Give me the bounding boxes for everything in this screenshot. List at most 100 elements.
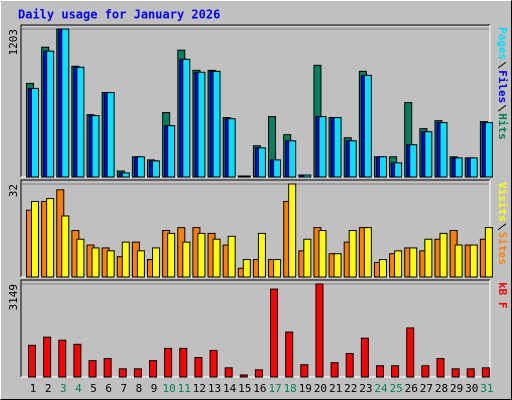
bar [164, 347, 173, 378]
bar [227, 235, 236, 278]
bar [61, 28, 70, 178]
legend-label: Visits [496, 182, 509, 222]
bar [378, 259, 387, 278]
bar [330, 362, 339, 378]
bar [333, 253, 342, 278]
bar [348, 230, 357, 278]
x-tick-label: 5 [90, 382, 97, 395]
bar [61, 215, 70, 278]
x-tick-label: 27 [420, 382, 433, 395]
bar [451, 368, 460, 378]
bar [303, 174, 312, 178]
bar [421, 365, 430, 378]
bar [194, 357, 203, 378]
x-tick-label: 8 [136, 382, 143, 395]
legend-label: Pages [496, 27, 509, 60]
bar [469, 244, 478, 278]
legend-label: kB F [496, 282, 509, 309]
bar [31, 87, 39, 178]
bar [197, 71, 206, 178]
bar [436, 358, 445, 378]
legend-label: Hits [496, 113, 509, 140]
bar [270, 288, 279, 378]
bar [273, 259, 282, 278]
bar [121, 172, 130, 178]
bar [300, 364, 309, 378]
x-tick-label: 2 [45, 382, 52, 395]
bar [345, 352, 354, 378]
bar [91, 115, 100, 178]
panel-border [20, 24, 490, 177]
bar [257, 147, 266, 178]
bar [136, 250, 145, 278]
bar [257, 232, 266, 278]
legend-separator [497, 61, 507, 69]
x-tick-label: 19 [299, 382, 312, 395]
chart-title: Daily usage for January 2026 [18, 8, 220, 22]
bar [76, 238, 85, 278]
bar [348, 140, 357, 178]
bar [88, 360, 97, 378]
bar [303, 238, 312, 278]
bar [106, 250, 115, 278]
bar [106, 91, 115, 178]
bar [242, 259, 251, 278]
bar [484, 122, 493, 178]
bar [227, 118, 236, 178]
x-tick-label: 22 [344, 382, 357, 395]
bar [121, 241, 130, 278]
x-tick-label: 11 [178, 382, 191, 395]
bar [454, 244, 463, 278]
x-tick-label: 25 [389, 382, 402, 395]
bar [239, 374, 248, 378]
bar [318, 116, 327, 178]
bar [152, 160, 161, 178]
legend-label: Sites [496, 232, 509, 265]
x-tick-label: 26 [405, 382, 418, 395]
bar [224, 367, 233, 378]
bar [212, 238, 221, 278]
bar [285, 331, 294, 378]
bar [484, 227, 493, 278]
x-tick-label: 18 [284, 382, 297, 395]
bar [363, 227, 372, 278]
bar [197, 232, 206, 278]
x-tick-label: 30 [465, 382, 478, 395]
x-tick-label: 31 [480, 382, 493, 395]
bar [182, 241, 191, 278]
bar [212, 70, 221, 178]
x-tick-label: 3 [60, 382, 67, 395]
bar [391, 365, 400, 378]
x-tick-label: 24 [374, 382, 388, 395]
bar [360, 337, 369, 378]
bar [481, 367, 490, 378]
x-tick-label: 21 [329, 382, 342, 395]
bar [46, 198, 55, 278]
x-tick-label: 23 [359, 382, 372, 395]
x-tick-label: 14 [223, 382, 237, 395]
panel-border [21, 280, 491, 378]
bar [149, 360, 158, 378]
bar [76, 66, 85, 178]
bar [136, 156, 145, 178]
bar [167, 232, 176, 278]
x-tick-label: 1 [30, 382, 37, 395]
x-tick-label: 16 [253, 382, 266, 395]
bar [133, 368, 142, 378]
bar [118, 368, 127, 378]
legend-separator [497, 223, 507, 231]
x-tick-label: 4 [75, 382, 82, 395]
bar [254, 369, 263, 378]
bar [167, 125, 176, 178]
bar [28, 344, 36, 378]
bar [424, 238, 433, 278]
bar [409, 247, 418, 278]
bar [454, 157, 463, 178]
bar [273, 159, 282, 178]
bar [242, 175, 251, 178]
bar [409, 144, 418, 178]
bar [363, 74, 372, 178]
panel-border [20, 279, 490, 377]
x-tick-label: 29 [450, 382, 463, 395]
